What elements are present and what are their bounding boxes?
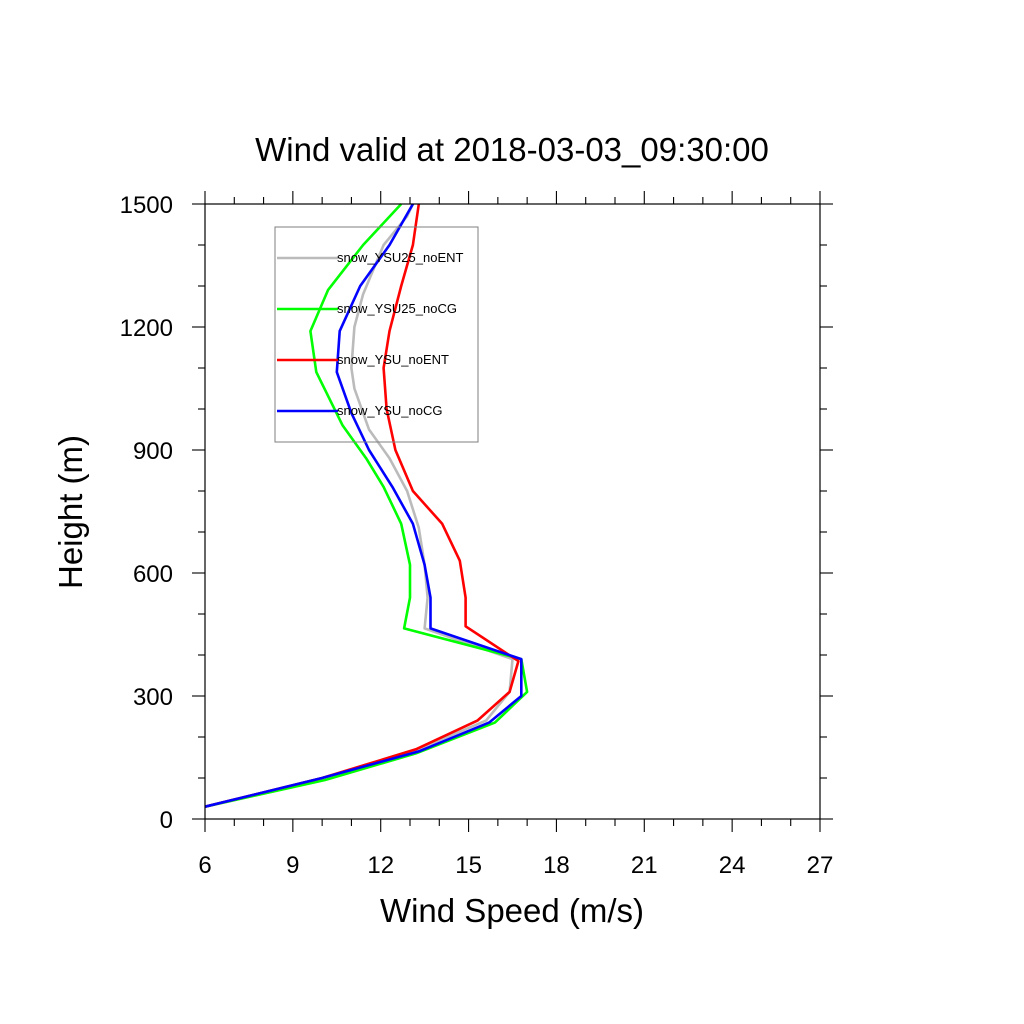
x-tick-label: 12 [367, 852, 394, 879]
x-tick-label: 24 [719, 852, 746, 879]
y-tick-label: 1500 [120, 192, 173, 219]
x-axis-label: Wind Speed (m/s) [380, 892, 644, 929]
y-tick-label: 900 [133, 438, 173, 465]
y-tick-label: 0 [160, 807, 173, 834]
legend-box [274, 226, 479, 443]
legend: snow_YSU25_noENT snow_YSU25_noCG snow_YSU_… [274, 226, 479, 443]
y-axis-label: Height (m) [52, 435, 89, 589]
y-tick-label: 600 [133, 561, 173, 588]
series-line [204, 203, 529, 808]
y-tick-label: 1200 [120, 315, 173, 342]
x-tick-label: 21 [631, 852, 658, 879]
axis-ticks [192, 191, 833, 832]
legend-label: snow_YSU_noCG [337, 403, 443, 418]
series-line [204, 203, 514, 808]
series-line [204, 203, 523, 808]
legend-label: snow_YSU_noENT [337, 352, 449, 367]
legend-label: snow_YSU25_noCG [337, 301, 457, 316]
legend-label: snow_YSU25_noENT [337, 250, 464, 265]
x-tick-label: 18 [543, 852, 570, 879]
y-tick-label: 300 [133, 684, 173, 711]
x-tick-label: 15 [455, 852, 482, 879]
series-lines [204, 203, 529, 808]
x-tick-label: 9 [286, 852, 299, 879]
plot-frame [204, 203, 821, 820]
chart-title: Wind valid at 2018-03-03_09:30:00 [255, 131, 769, 168]
x-tick-label: 6 [198, 852, 211, 879]
tick-labels: 6 9 12 15 18 21 24 27 0 300 600 900 1200 1500 [120, 192, 834, 879]
x-tick-label: 27 [807, 852, 834, 879]
series-line [204, 203, 520, 808]
